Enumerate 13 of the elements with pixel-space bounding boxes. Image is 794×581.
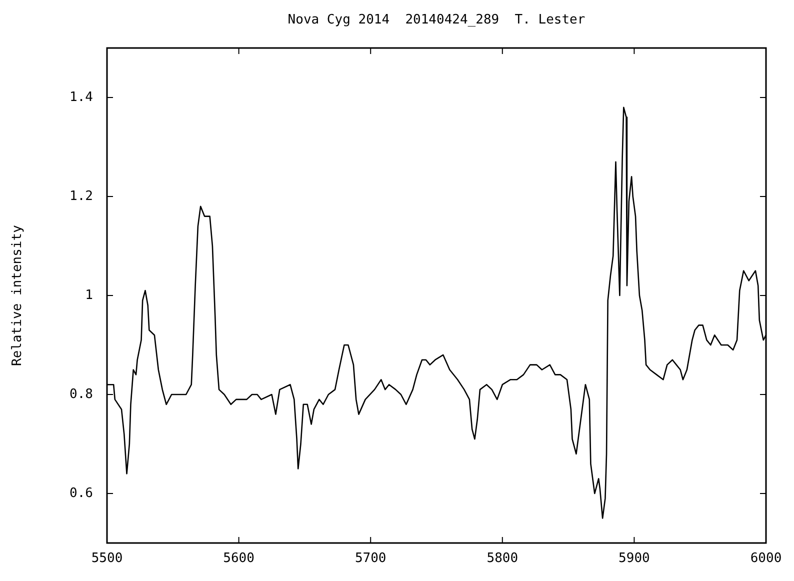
x-tick-label: 5800: [486, 551, 518, 566]
x-tick-label: 5500: [91, 551, 123, 566]
y-tick-label: 1.4: [70, 90, 94, 105]
x-tick-label: 6000: [750, 551, 782, 566]
y-tick-label: 1.2: [70, 188, 93, 204]
chart-title: Nova Cyg 2014 20140424_289 T. Lester: [288, 12, 586, 28]
x-tick-label: 5900: [618, 551, 650, 566]
x-tick-label: 5700: [354, 551, 386, 566]
y-tick-label: 0.8: [70, 386, 93, 402]
x-tick-label: 5600: [223, 551, 254, 566]
y-axis-title: Relative intensity: [10, 224, 26, 366]
y-tick-label: 1: [85, 288, 93, 303]
y-tick-label: 0.6: [70, 486, 93, 501]
